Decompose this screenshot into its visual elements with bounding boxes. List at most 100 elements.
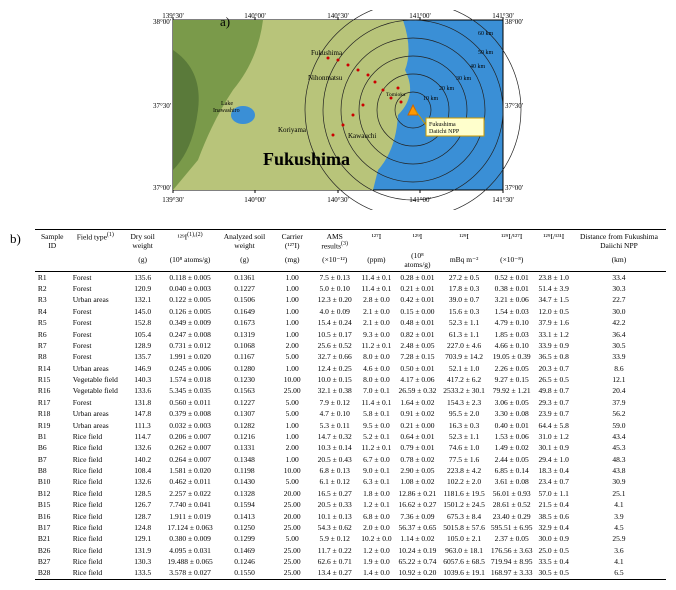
- cell: 0.1068: [216, 340, 274, 351]
- cell: 7.36 ± 0.09: [395, 510, 441, 521]
- npp-callout-l1: Fukushima: [429, 122, 456, 128]
- cell: Rice field: [70, 533, 121, 544]
- cell: 0.262 ± 0.007: [164, 442, 215, 453]
- cell: 0.1246: [216, 556, 274, 567]
- cell: 51.4 ± 3.9: [536, 283, 572, 294]
- cell: 30.5 ± 0.5: [536, 567, 572, 579]
- col-unit: mBq m⁻²: [440, 251, 488, 272]
- svg-text:60 km: 60 km: [478, 31, 494, 37]
- cell: 17.124 ± 0.063: [164, 522, 215, 533]
- cell: Forest: [70, 283, 121, 294]
- cell: 0.79 ± 0.01: [395, 442, 441, 453]
- cell: 52.3 ± 1.1: [440, 431, 488, 442]
- cell: 0.40 ± 0.01: [488, 419, 536, 430]
- cell: 79.92 ± 1.21: [488, 385, 536, 396]
- cell: 124.8: [121, 522, 164, 533]
- cell: 10.00: [273, 465, 311, 476]
- cell: 120.9: [121, 283, 164, 294]
- cell: 6.5: [572, 567, 666, 579]
- svg-text:141°30': 141°30': [492, 196, 514, 204]
- region-label: Fukushima: [263, 149, 350, 169]
- cell: 4.0 ± 0.09: [311, 306, 358, 317]
- col-unit: (mg): [273, 251, 311, 272]
- cell: Rice field: [70, 556, 121, 567]
- cell: B1: [35, 431, 70, 442]
- cell: 417.2 ± 6.2: [440, 374, 488, 385]
- cell: 28.61 ± 0.52: [488, 499, 536, 510]
- cell: 595.51 ± 6.95: [488, 522, 536, 533]
- cell: 10.2 ± 0.0: [358, 533, 394, 544]
- table-row: B15Rice field126.77.740 ± 0.0410.159425.…: [35, 499, 666, 510]
- cell: 140.3: [121, 374, 164, 385]
- cell: 1.49 ± 0.02: [488, 442, 536, 453]
- cell: 12.86 ± 0.21: [395, 488, 441, 499]
- cell: 0.1216: [216, 431, 274, 442]
- cell: Forest: [70, 340, 121, 351]
- cell: 54.3 ± 0.62: [311, 522, 358, 533]
- cell: B17: [35, 522, 70, 533]
- cell: 135.6: [121, 271, 164, 283]
- table-row: B28Rice field133.53.578 ± 0.0270.155025.…: [35, 567, 666, 579]
- cell: 4.66 ± 0.10: [488, 340, 536, 351]
- cell: 36.5 ± 0.8: [536, 351, 572, 362]
- cell: 4.7 ± 0.10: [311, 408, 358, 419]
- cell: 108.4: [121, 465, 164, 476]
- cell: 56.01 ± 0.93: [488, 488, 536, 499]
- cell: Rice field: [70, 545, 121, 556]
- cell: B28: [35, 567, 70, 579]
- cell: B6: [35, 442, 70, 453]
- cell: 0.1198: [216, 465, 274, 476]
- cell: 12.3 ± 0.20: [311, 294, 358, 305]
- cell: 11.4 ± 0.1: [358, 283, 394, 294]
- table-row: R8Forest135.71.991 ± 0.0200.11675.0032.7…: [35, 351, 666, 362]
- cell: 1.54 ± 0.03: [488, 306, 536, 317]
- svg-text:38°00': 38°00': [153, 18, 171, 26]
- svg-text:30 km: 30 km: [456, 76, 472, 82]
- table-row: B6Rice field132.60.262 ± 0.0070.13312.00…: [35, 442, 666, 453]
- cell: 15.4 ± 0.24: [311, 317, 358, 328]
- cell: 0.1227: [216, 397, 274, 408]
- cell: 3.578 ± 0.027: [164, 567, 215, 579]
- cell: R3: [35, 294, 70, 305]
- cell: B7: [35, 454, 70, 465]
- cell: 4.79 ± 0.10: [488, 317, 536, 328]
- cell: 1.574 ± 0.018: [164, 374, 215, 385]
- cell: 128.9: [121, 340, 164, 351]
- cell: 30.5: [572, 340, 666, 351]
- cell: 4.17 ± 0.06: [395, 374, 441, 385]
- cell: 22.7: [572, 294, 666, 305]
- cell: R2: [35, 283, 70, 294]
- cell: 1.00: [273, 363, 311, 374]
- cell: 62.6 ± 0.71: [311, 556, 358, 567]
- cell: 37.9: [572, 397, 666, 408]
- cell: B16: [35, 510, 70, 521]
- fukushima-map: Fukushima Daiichi NPP Fukushima Lake Ina…: [143, 10, 533, 210]
- cell: 1.14 ± 0.02: [395, 533, 441, 544]
- cell: 20.5 ± 0.43: [311, 454, 358, 465]
- cell: 132.6: [121, 442, 164, 453]
- table-row: B27Rice field130.319.488 ± 0.0650.124625…: [35, 556, 666, 567]
- cell: 0.1250: [216, 522, 274, 533]
- cell: 30.1 ± 0.9: [536, 442, 572, 453]
- table-row: R14Urban areas146.90.245 ± 0.0060.12801.…: [35, 363, 666, 374]
- cell: 3.6: [572, 545, 666, 556]
- cell: 52.1 ± 1.0: [440, 363, 488, 374]
- cell: 5015.8 ± 57.6: [440, 522, 488, 533]
- cell: 12.1: [572, 374, 666, 385]
- cell: 0.126 ± 0.005: [164, 306, 215, 317]
- cell: 45.3: [572, 442, 666, 453]
- cell: 6.85 ± 0.14: [488, 465, 536, 476]
- cell: 5.8 ± 0.1: [358, 408, 394, 419]
- cell: Rice field: [70, 488, 121, 499]
- cell: 1.00: [273, 271, 311, 283]
- cell: 5.00: [273, 408, 311, 419]
- col-unit: (×10⁻⁸): [488, 251, 536, 272]
- cell: 1.00: [273, 283, 311, 294]
- cell: 0.1280: [216, 363, 274, 374]
- cell: Rice field: [70, 442, 121, 453]
- cell: 10.5 ± 0.17: [311, 328, 358, 339]
- cell: Forest: [70, 397, 121, 408]
- cell: 34.7 ± 1.5: [536, 294, 572, 305]
- cell: 11.4 ± 0.1: [358, 271, 394, 283]
- table-header: Sample IDField type(1)Dry soil weight¹²⁹…: [35, 230, 666, 272]
